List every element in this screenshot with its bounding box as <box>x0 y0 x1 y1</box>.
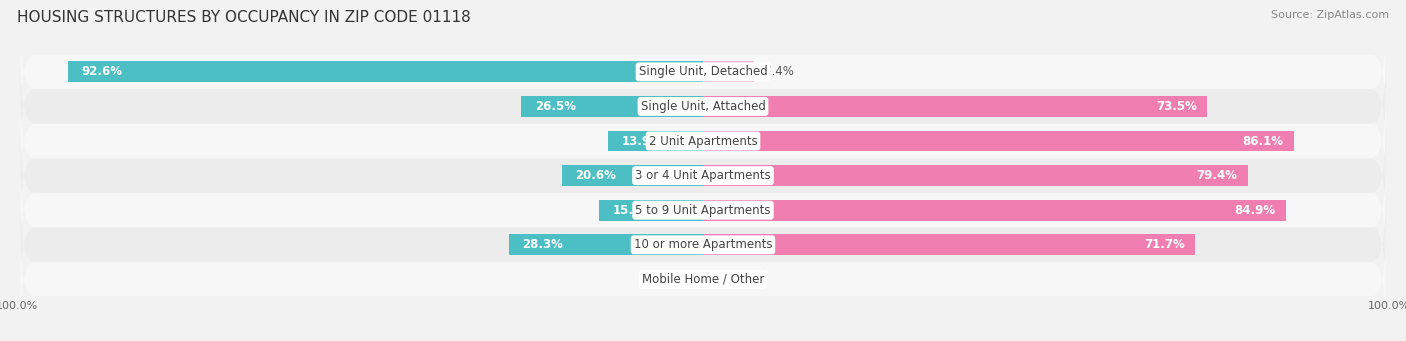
Text: 15.1%: 15.1% <box>613 204 654 217</box>
Text: 2 Unit Apartments: 2 Unit Apartments <box>648 135 758 148</box>
Text: 92.6%: 92.6% <box>82 65 122 78</box>
Text: 10 or more Apartments: 10 or more Apartments <box>634 238 772 251</box>
Text: Source: ZipAtlas.com: Source: ZipAtlas.com <box>1271 10 1389 20</box>
Text: 79.4%: 79.4% <box>1197 169 1237 182</box>
Bar <box>703 61 754 82</box>
Text: 7.4%: 7.4% <box>763 65 794 78</box>
Text: HOUSING STRUCTURES BY OCCUPANCY IN ZIP CODE 01118: HOUSING STRUCTURES BY OCCUPANCY IN ZIP C… <box>17 10 471 25</box>
Text: Mobile Home / Other: Mobile Home / Other <box>641 273 765 286</box>
FancyBboxPatch shape <box>20 158 1386 263</box>
Text: 84.9%: 84.9% <box>1234 204 1275 217</box>
Bar <box>67 61 703 82</box>
Text: 0.0%: 0.0% <box>713 273 742 286</box>
Text: Single Unit, Attached: Single Unit, Attached <box>641 100 765 113</box>
Bar <box>522 96 703 117</box>
Bar <box>561 165 703 186</box>
Bar <box>703 234 1195 255</box>
Text: 5 to 9 Unit Apartments: 5 to 9 Unit Apartments <box>636 204 770 217</box>
Bar <box>599 200 703 221</box>
Legend: Owner-occupied, Renter-occupied: Owner-occupied, Renter-occupied <box>578 336 828 341</box>
Text: 20.6%: 20.6% <box>575 169 616 182</box>
Text: 86.1%: 86.1% <box>1243 135 1284 148</box>
Bar <box>607 131 703 151</box>
Text: 3 or 4 Unit Apartments: 3 or 4 Unit Apartments <box>636 169 770 182</box>
Text: Single Unit, Detached: Single Unit, Detached <box>638 65 768 78</box>
Bar <box>509 234 703 255</box>
FancyBboxPatch shape <box>20 20 1386 124</box>
Text: 13.9%: 13.9% <box>621 135 662 148</box>
FancyBboxPatch shape <box>20 123 1386 228</box>
Text: 28.3%: 28.3% <box>523 238 564 251</box>
Text: 0.0%: 0.0% <box>664 273 693 286</box>
FancyBboxPatch shape <box>20 54 1386 159</box>
Bar <box>703 165 1247 186</box>
FancyBboxPatch shape <box>20 193 1386 297</box>
FancyBboxPatch shape <box>20 227 1386 331</box>
Text: 71.7%: 71.7% <box>1144 238 1185 251</box>
Text: 26.5%: 26.5% <box>534 100 576 113</box>
FancyBboxPatch shape <box>20 89 1386 193</box>
Bar <box>703 200 1285 221</box>
Bar <box>703 131 1294 151</box>
Text: 73.5%: 73.5% <box>1156 100 1197 113</box>
Bar <box>703 96 1208 117</box>
